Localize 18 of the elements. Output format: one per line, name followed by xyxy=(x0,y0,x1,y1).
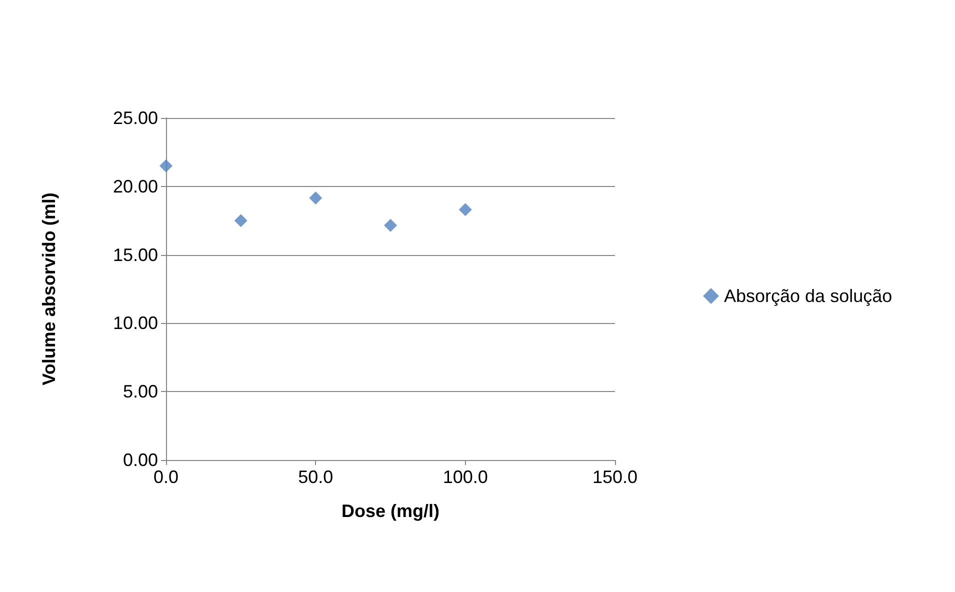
x-tick-label: 100.0 xyxy=(442,467,488,487)
point xyxy=(160,159,172,172)
y-tick-label: 5.00 xyxy=(122,382,158,402)
y-tick-label: 15.00 xyxy=(112,244,158,265)
x-tick-label: 150.0 xyxy=(592,467,638,487)
legend-label: Absorção da solução xyxy=(724,286,892,306)
point xyxy=(384,218,397,232)
point xyxy=(309,192,322,205)
y-axis-title: Volume absorvido (ml) xyxy=(39,192,59,386)
x-tick-label: 50.0 xyxy=(298,467,334,487)
y-tick-label: 20.00 xyxy=(112,176,158,196)
y-tick-label: 10.00 xyxy=(112,313,158,334)
point xyxy=(234,214,248,228)
y-tick-label: 0.00 xyxy=(122,450,158,470)
x-tick-label: 0.0 xyxy=(153,467,179,487)
x-axis-title: Dose (mg/l) xyxy=(341,501,440,521)
point xyxy=(458,203,472,216)
y-tick-label: 25.00 xyxy=(112,108,158,128)
